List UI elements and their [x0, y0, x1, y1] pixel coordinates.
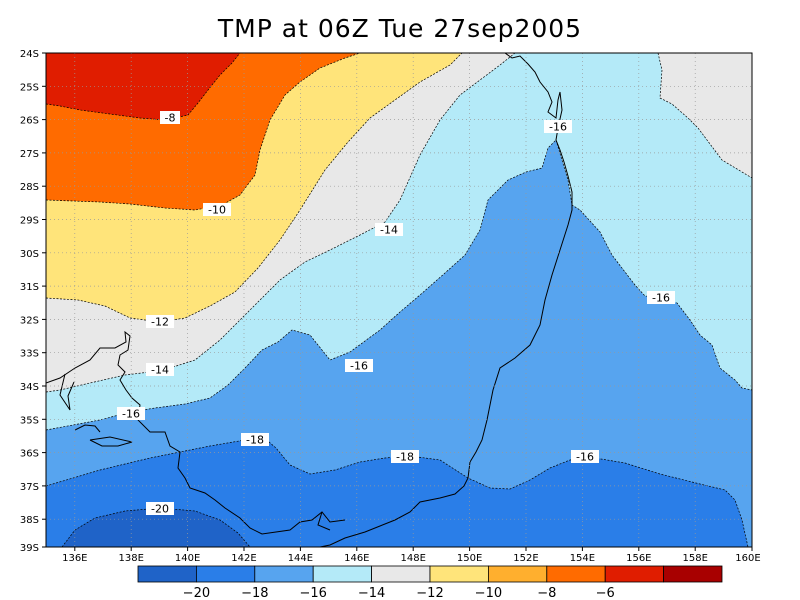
colorbar-swatches	[137, 565, 723, 583]
lat-tick-label: 24S	[20, 49, 39, 60]
contour-label: -20	[146, 502, 174, 516]
contour-labels: -8 -10 -12 -14 -16 -18 -20 -14 -16 -16 -…	[117, 111, 675, 516]
colorbar-swatch	[254, 565, 314, 583]
lat-axis: 24S 25S 26S 27S 28S 29S 30S 31S 32S 33S …	[20, 49, 46, 554]
lat-tick-label: 27S	[20, 149, 39, 160]
map-title: TMP at 06Z Tue 27sep2005	[217, 14, 583, 43]
lat-tick-label: 35S	[20, 415, 39, 426]
colorbar-labels: −20 −18 −16 −14 −12 −10 −8 −6	[183, 586, 615, 600]
colorbar-tick-label: −6	[596, 586, 615, 600]
lon-tick-label: 150E	[457, 553, 482, 564]
colorbar: −20 −18 −16 −14 −12 −10 −8 −6	[137, 565, 723, 600]
lon-tick-label: 154E	[570, 553, 595, 564]
lat-tick-label: 36S	[20, 449, 39, 460]
svg-text:-14: -14	[380, 224, 398, 237]
lat-tick-label: 29S	[20, 216, 39, 227]
svg-text:-16: -16	[122, 408, 140, 421]
lat-tick-label: 26S	[20, 116, 39, 127]
contour-label: -10	[203, 203, 231, 217]
contour-label: -8	[160, 111, 180, 125]
lon-tick-label: 158E	[682, 553, 707, 564]
colorbar-swatch	[663, 565, 723, 583]
svg-text:-18: -18	[396, 451, 414, 464]
svg-text:-12: -12	[151, 316, 169, 329]
colorbar-swatch	[371, 565, 431, 583]
lat-tick-label: 28S	[20, 182, 39, 193]
lat-tick-label: 37S	[20, 482, 39, 493]
lon-tick-label: 136E	[62, 553, 87, 564]
lon-tick-label: 146E	[344, 553, 369, 564]
svg-text:-16: -16	[652, 292, 670, 305]
svg-text:-14: -14	[151, 364, 169, 377]
contour-label: -12	[146, 315, 174, 329]
lon-tick-label: 142E	[231, 553, 256, 564]
colorbar-swatch	[137, 565, 197, 583]
contour-label: -14	[146, 363, 174, 377]
svg-text:-16: -16	[350, 360, 368, 373]
temperature-field	[46, 53, 752, 547]
colorbar-tick-label: −18	[241, 586, 268, 600]
contour-label: -16	[647, 291, 675, 305]
lon-tick-label: 160E	[735, 553, 760, 564]
colorbar-tick-label: −8	[537, 586, 556, 600]
lat-tick-label: 39S	[20, 543, 39, 554]
colorbar-tick-label: −10	[475, 586, 502, 600]
svg-text:-16: -16	[576, 451, 594, 464]
contour-label: -14	[375, 223, 403, 237]
plot-frame	[45, 52, 753, 548]
colorbar-tick-label: −14	[358, 586, 385, 600]
colorbar-tick-label: −16	[299, 586, 326, 600]
lat-tick-label: 30S	[20, 249, 39, 260]
colorbar-swatch	[195, 565, 256, 583]
contour-label: -16	[571, 450, 599, 464]
svg-text:-18: -18	[246, 434, 264, 447]
lon-tick-label: 140E	[175, 553, 200, 564]
colorbar-swatch	[604, 565, 665, 583]
svg-text:-8: -8	[165, 112, 176, 125]
lon-tick-label: 152E	[513, 553, 538, 564]
contour-lines	[46, 53, 752, 547]
colorbar-tick-label: −20	[183, 586, 210, 600]
contour-label: -16	[544, 120, 572, 134]
lat-tick-label: 33S	[20, 349, 39, 360]
colorbar-swatch	[429, 565, 489, 583]
lon-tick-label: 148E	[400, 553, 425, 564]
contour-label: -16	[117, 407, 145, 421]
colorbar-tick-label: −12	[416, 586, 443, 600]
lat-tick-label: 34S	[20, 382, 39, 393]
colorbar-swatch	[312, 565, 373, 583]
svg-text:-10: -10	[208, 204, 226, 217]
lat-tick-label: 25S	[20, 82, 39, 93]
band-m20	[46, 436, 748, 547]
grid-lines	[46, 53, 752, 547]
colorbar-swatch	[546, 565, 606, 583]
lon-tick-label: 144E	[288, 553, 313, 564]
contour-label: -18	[391, 450, 419, 464]
svg-text:-16: -16	[549, 121, 567, 134]
contour-label: -16	[345, 359, 373, 373]
band-m22	[62, 508, 250, 547]
svg-text:-20: -20	[151, 503, 169, 516]
contour-label: -18	[241, 433, 269, 447]
lat-tick-label: 32S	[20, 315, 39, 326]
colorbar-swatch	[487, 565, 548, 583]
coastline	[46, 53, 573, 547]
lon-axis: 136E 138E 140E 142E 144E 146E 148E 150E …	[62, 547, 761, 564]
lat-tick-label: 38S	[20, 515, 39, 526]
lon-tick-label: 138E	[118, 553, 143, 564]
lon-tick-label: 156E	[626, 553, 651, 564]
lat-tick-label: 31S	[20, 282, 39, 293]
